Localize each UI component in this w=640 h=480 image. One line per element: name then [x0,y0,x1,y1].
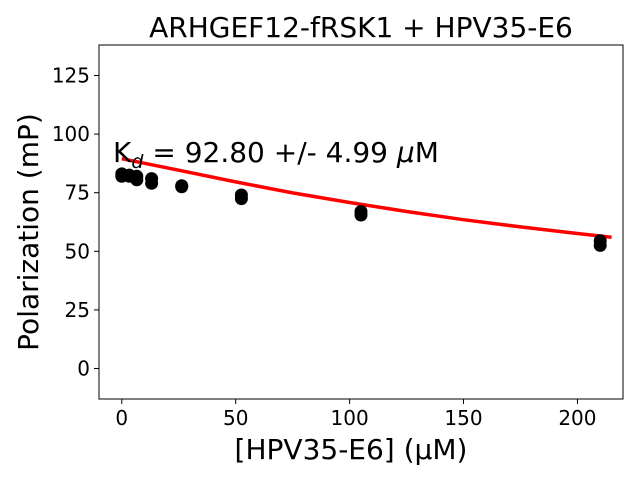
x-tick-label: 0 [115,406,128,430]
chart-title: ARHGEF12-fRSK1 + HPV35-E6 [149,11,573,44]
kd-mu: μ [396,136,415,169]
x-tick-label: 200 [558,406,596,430]
data-point [593,238,607,252]
data-point [145,176,159,190]
y-tick-label: 75 [65,181,90,205]
data-point [354,208,368,222]
plot-frame [98,44,624,400]
data-point [130,173,144,187]
data-point [234,192,248,206]
kd-annotation: Kd = 92.80 +/- 4.99 μM [113,136,439,173]
kd-subscript: d [131,151,144,173]
y-tick-label: 50 [65,239,90,263]
kd-symbol: K [113,136,132,169]
x-tick-label: 50 [223,406,248,430]
y-tick-label: 100 [52,122,90,146]
data-point [175,180,189,194]
x-tick-label: 100 [331,406,369,430]
kd-unit: M [415,136,439,169]
y-axis: 0 25 50 75 100 125 [52,63,99,381]
plot-area [115,156,612,252]
x-axis: 0 50 100 150 200 [115,399,597,430]
x-axis-label: [HPV35-E6] (μM) [235,433,468,466]
x-tick-label: 150 [444,406,482,430]
fit-curve [121,156,612,239]
y-axis-label: Polarization (mP) [12,113,45,351]
y-tick-label: 25 [65,298,90,322]
y-tick-label: 0 [77,357,90,381]
y-tick-label: 125 [52,63,90,87]
kd-value: = 92.80 +/- 4.99 [143,136,396,169]
